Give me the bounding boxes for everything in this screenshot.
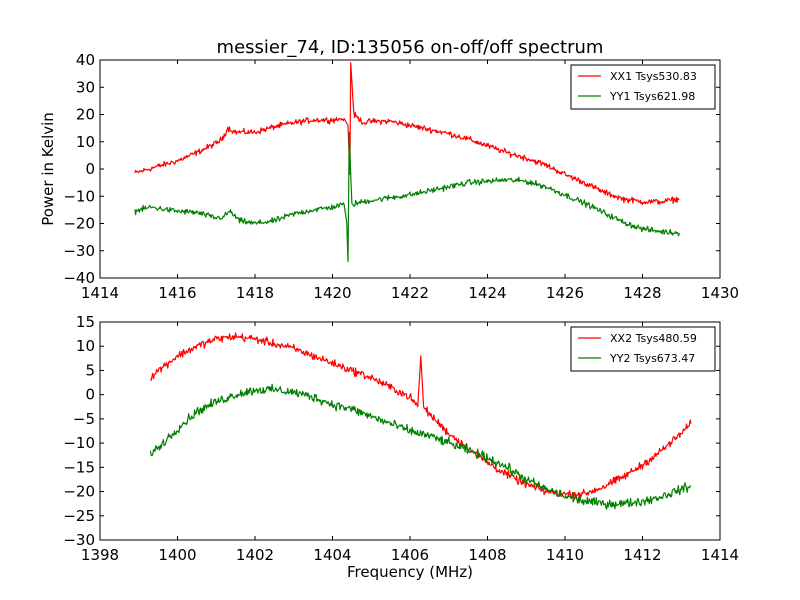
x-tick-label: 1408 bbox=[468, 546, 506, 564]
x-tick-label: 1400 bbox=[158, 546, 196, 564]
legend: XX2 Tsys480.59 YY2 Tsys673.47 bbox=[570, 326, 716, 372]
series-line-1-2 bbox=[134, 131, 680, 263]
legend-entry: XX1 Tsys530.83 bbox=[610, 70, 697, 83]
x-tick-label: 1420 bbox=[313, 284, 351, 302]
y-tick-label: 10 bbox=[76, 337, 95, 355]
x-tick-label: 1398 bbox=[81, 546, 119, 564]
x-tick-label: 1412 bbox=[623, 546, 661, 564]
x-tick-label: 1424 bbox=[468, 284, 506, 302]
y-tick-label: −40 bbox=[63, 269, 95, 287]
y-tick-label: 10 bbox=[76, 133, 95, 151]
y-axis-label: Power in Kelvin bbox=[39, 112, 57, 226]
panels: 1414 1416 1418 1420 1422 1424 1426 1428 1430 40 30… bbox=[63, 51, 739, 564]
figure-title: messier_74, ID:135056 on-off/off spectru… bbox=[217, 37, 604, 58]
x-tick-label: 1402 bbox=[236, 546, 274, 564]
x-tick-label: 1404 bbox=[313, 546, 351, 564]
y-tick-label: 5 bbox=[85, 361, 95, 379]
y-tick-label: −20 bbox=[63, 483, 95, 501]
y-tick-label: −15 bbox=[63, 458, 95, 476]
legend-entry: YY2 Tsys673.47 bbox=[609, 352, 695, 365]
y-tick-label: −20 bbox=[63, 215, 95, 233]
y-tick-label: −5 bbox=[73, 410, 95, 428]
x-tick-label: 1426 bbox=[546, 284, 584, 302]
x-axis-label: Frequency (MHz) bbox=[347, 563, 473, 581]
axes-panel-2: 1398 1400 1402 1404 1406 1408 1410 1412 1414 15 10… bbox=[63, 313, 739, 564]
x-tick-label: 1418 bbox=[236, 284, 274, 302]
y-tick-label: 40 bbox=[76, 51, 95, 69]
x-tick-label: 1422 bbox=[391, 284, 429, 302]
legend-box bbox=[570, 64, 716, 110]
legend-entry: YY1 Tsys621.98 bbox=[609, 90, 695, 103]
y-tick-label: −10 bbox=[63, 434, 95, 452]
y-tick-label: 0 bbox=[85, 160, 95, 178]
y-tick-label: −30 bbox=[63, 242, 95, 260]
x-tick-label: 1406 bbox=[391, 546, 429, 564]
legend: XX1 Tsys530.83 YY1 Tsys621.98 bbox=[570, 64, 716, 110]
y-tick-label: −25 bbox=[63, 507, 95, 525]
y-tick-label: 30 bbox=[76, 78, 95, 96]
x-tick-label: 1414 bbox=[701, 546, 739, 564]
x-tick-label: 1430 bbox=[701, 284, 739, 302]
axes-panel-1: 1414 1416 1418 1420 1422 1424 1426 1428 1430 40 30… bbox=[63, 51, 739, 302]
x-tick-label: 1414 bbox=[81, 284, 119, 302]
series-line-1-1 bbox=[134, 62, 680, 205]
y-tick-label: −30 bbox=[63, 531, 95, 549]
y-tick-label: −10 bbox=[63, 187, 95, 205]
y-tick-label: 20 bbox=[76, 106, 95, 124]
y-tick-label: 15 bbox=[76, 313, 95, 331]
legend-box bbox=[570, 326, 716, 372]
y-tick-label: 0 bbox=[85, 386, 95, 404]
x-tick-label: 1410 bbox=[546, 546, 584, 564]
x-tick-label: 1428 bbox=[623, 284, 661, 302]
x-tick-label: 1416 bbox=[158, 284, 196, 302]
series-line-2-1 bbox=[149, 332, 692, 500]
legend-entry: XX2 Tsys480.59 bbox=[610, 332, 697, 345]
series-line-2-2 bbox=[149, 383, 692, 510]
